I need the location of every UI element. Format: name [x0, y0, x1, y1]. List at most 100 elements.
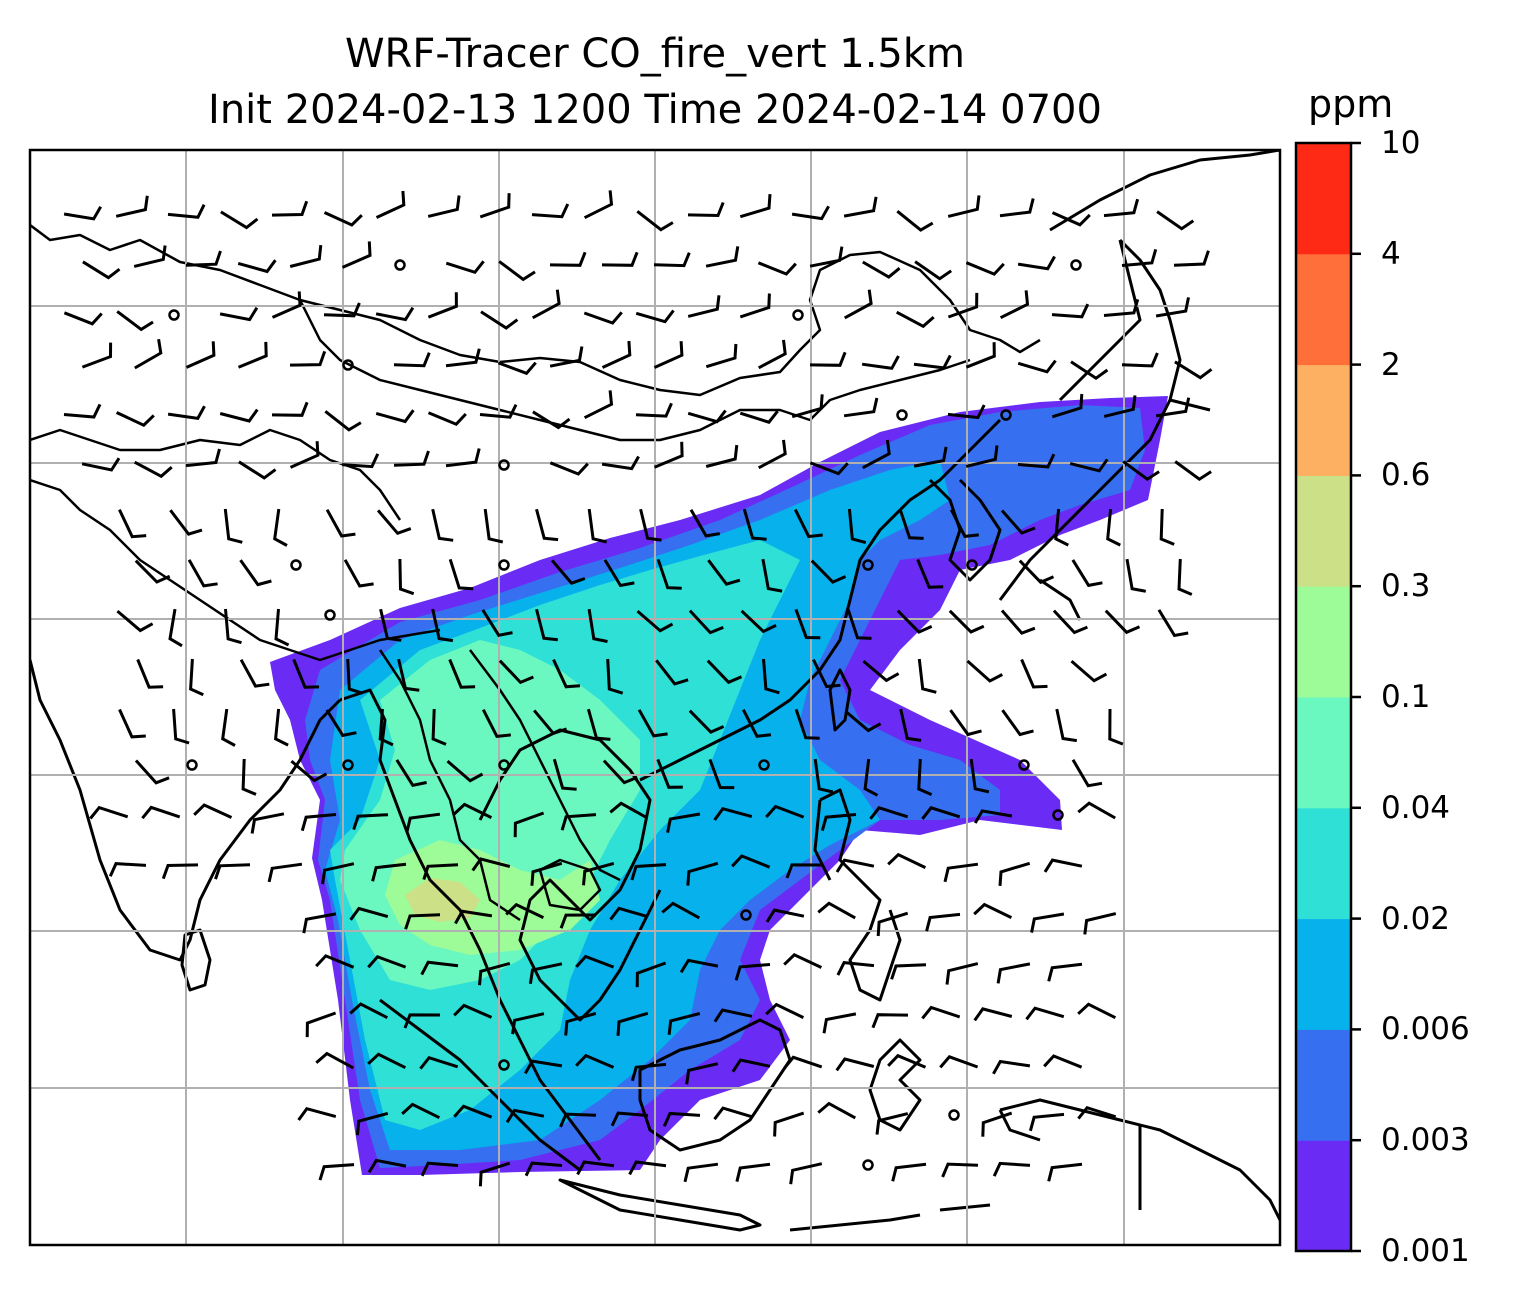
wind-barb [325, 508, 356, 538]
wind-barb [498, 659, 534, 685]
wind-barb [1177, 558, 1193, 596]
wind-barb [302, 912, 337, 934]
calm-wind-marker [394, 259, 406, 271]
wind-barb [497, 361, 537, 376]
wind-barb [628, 1160, 667, 1176]
colorbar-unit-label: ppm [1308, 82, 1394, 126]
colorbar-segment [1296, 1140, 1351, 1252]
wind-barb [843, 289, 873, 320]
wind-barb [895, 310, 935, 329]
wind-barb [896, 609, 933, 634]
coastline-china-south [639, 418, 1002, 782]
wind-barb [687, 201, 725, 218]
wind-barb [420, 960, 459, 976]
wind-barb [1051, 303, 1090, 319]
wind-barb [1121, 352, 1159, 368]
wind-barb [869, 806, 909, 820]
wind-barb [63, 205, 103, 221]
wind-barb [917, 658, 937, 694]
wind-barb [318, 1163, 355, 1181]
wind-barb [89, 805, 129, 820]
wind-barb [616, 1011, 649, 1036]
wind-barb [635, 402, 673, 418]
wind-barb [1121, 248, 1158, 267]
wind-barb [757, 261, 797, 276]
wind-barb [635, 961, 667, 988]
wind-barb [453, 802, 493, 819]
wind-barb [876, 911, 909, 937]
wind-barb [662, 1111, 701, 1127]
wind-barb [731, 1058, 771, 1073]
wind-barb [453, 1003, 493, 1019]
wind-barb [817, 901, 856, 920]
wind-barb [375, 409, 415, 424]
wind-barb [973, 1007, 1013, 1022]
wind-barb [847, 508, 867, 545]
wind-barb [757, 339, 787, 370]
wind-barb [948, 609, 985, 634]
wind-barb [445, 348, 481, 368]
wind-barb [875, 1112, 909, 1135]
wind-barb [271, 401, 309, 417]
wind-barb [667, 1012, 701, 1035]
wind-barb [480, 310, 519, 330]
wind-barb [481, 609, 513, 637]
wind-barb [1017, 453, 1056, 469]
wind-barb [887, 1053, 927, 1069]
wind-barb [238, 460, 277, 480]
wind-barb [656, 558, 682, 590]
wind-barb [576, 1160, 615, 1176]
wind-barb [965, 342, 996, 369]
wind-barb [945, 962, 979, 985]
wind-barb [601, 455, 640, 471]
coastline-lesser-sunda [789, 1203, 991, 1232]
wind-barb [783, 1055, 823, 1070]
wind-barb [1025, 1006, 1065, 1021]
calm-wind-marker [290, 559, 302, 571]
colorbar-tick-label: 0.003 [1381, 1122, 1470, 1159]
wind-barb [739, 293, 771, 319]
calm-wind-marker [948, 1109, 960, 1121]
wind-barb [653, 441, 684, 469]
wind-barb [734, 963, 771, 981]
wind-barb [757, 439, 787, 470]
wind-barb [862, 260, 901, 279]
wind-barb [949, 509, 979, 539]
wind-barb [793, 508, 823, 539]
wind-barb [586, 708, 611, 741]
wind-barb [219, 306, 259, 322]
wind-barb [713, 1008, 753, 1023]
wind-barb [550, 559, 586, 585]
wind-barb [999, 290, 1030, 320]
border-mongolia-china [298, 299, 971, 442]
coastline-sumatra [379, 998, 581, 1172]
wind-barb [375, 306, 415, 322]
wind-barb [237, 259, 277, 274]
wind-barb [445, 260, 485, 275]
wind-barb [863, 758, 879, 797]
wind-barb [653, 341, 684, 369]
calm-wind-marker [342, 759, 354, 771]
wind-barb [822, 1012, 857, 1034]
wind-barb [134, 338, 163, 370]
colorbar-segment [1296, 586, 1351, 698]
wind-barb [791, 205, 830, 221]
wind-barb [498, 260, 536, 282]
wind-barb [300, 813, 337, 832]
wind-barb [185, 341, 216, 369]
wind-barbs [63, 190, 1213, 1187]
wind-barb [552, 758, 577, 791]
colorbar-segment [1296, 1029, 1351, 1141]
wind-barb [639, 508, 662, 542]
wind-barb [214, 863, 251, 880]
wind-barb [535, 608, 558, 642]
wind-barb [809, 461, 849, 476]
wind-barb [1125, 558, 1147, 593]
calm-wind-marker [498, 459, 510, 471]
wind-barb [941, 1162, 979, 1178]
wind-barb [998, 861, 1031, 887]
wind-barb [1156, 210, 1195, 231]
wind-barb [292, 658, 320, 689]
calm-wind-marker [758, 759, 770, 771]
wind-barb [531, 203, 570, 219]
